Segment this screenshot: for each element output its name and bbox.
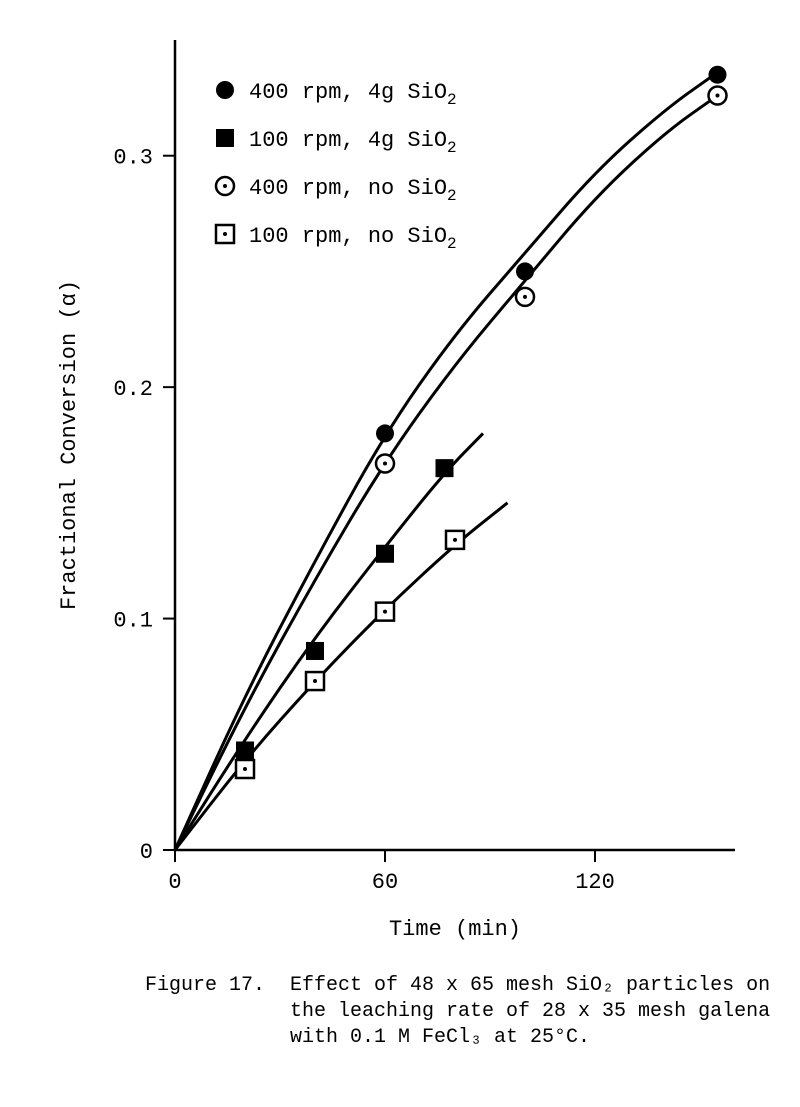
caption-line: Effect of 48 x 65 mesh SiO₂ particles on: [290, 974, 770, 997]
marker-filled-circle: [216, 81, 234, 99]
marker-dot: [383, 610, 387, 614]
marker-filled-circle: [709, 66, 727, 84]
x-tick-label: 120: [575, 870, 615, 895]
legend-label-s3: 400 rpm, no SiO2: [249, 176, 457, 205]
y-tick-label: 0.2: [113, 377, 153, 402]
marker-dot: [313, 679, 317, 683]
marker-dot: [383, 462, 387, 466]
marker-filled-circle: [376, 424, 394, 442]
series-curve-s2: [175, 433, 483, 850]
y-tick-label: 0.3: [113, 146, 153, 171]
marker-filled-square: [236, 741, 254, 759]
caption-prefix: Figure 17.: [145, 974, 265, 997]
y-tick-label: 0.1: [113, 609, 153, 634]
legend-label-s1: 400 rpm, 4g SiO2: [249, 80, 457, 109]
series-curve-s4: [175, 503, 508, 850]
legend-label-s4: 100 rpm, no SiO2: [249, 224, 457, 253]
marker-dot: [523, 295, 527, 299]
marker-filled-square: [306, 642, 324, 660]
marker-filled-circle: [516, 262, 534, 280]
marker-dot: [223, 232, 227, 236]
y-tick-label: 0: [140, 840, 153, 865]
marker-dot: [716, 94, 720, 98]
caption-line: the leaching rate of 28 x 35 mesh galena: [290, 1000, 770, 1023]
marker-dot: [223, 184, 227, 188]
marker-dot: [243, 767, 247, 771]
marker-filled-square: [216, 129, 234, 147]
chart-container: 0 0.1 0.2 0.3 0 60 120 Fractional Conversion (α…: [35, 30, 775, 1080]
chart-svg: 0 0.1 0.2 0.3 0 60 120 Fractional Conversion (α…: [35, 30, 775, 1080]
marker-dot: [453, 538, 457, 542]
y-axis-label: Fractional Conversion (α): [57, 280, 82, 610]
caption-line: with 0.1 M FeCl₃ at 25°C.: [290, 1026, 590, 1049]
x-tick-label: 0: [168, 870, 181, 895]
legend-label-s2: 100 rpm, 4g SiO2: [249, 128, 457, 157]
x-axis-label: Time (min): [389, 917, 521, 942]
marker-filled-square: [376, 545, 394, 563]
x-tick-label: 60: [372, 870, 398, 895]
marker-filled-square: [436, 459, 454, 477]
axes: [175, 40, 735, 850]
